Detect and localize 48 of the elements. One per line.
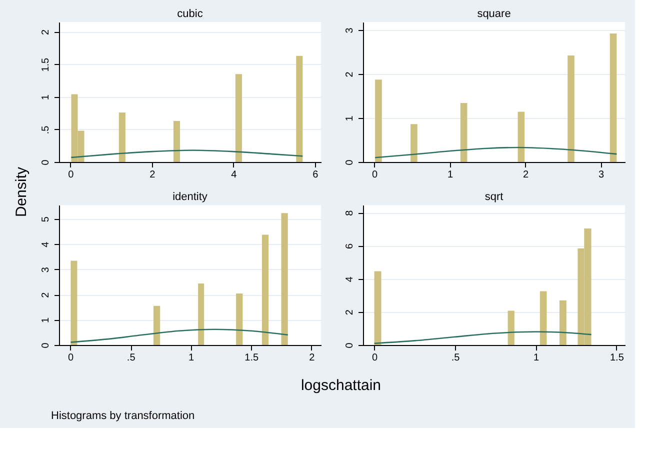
y-tick-label: 2 [40,29,52,36]
chart-title: cubic [177,8,204,20]
x-tick-label: 0 [372,170,378,180]
x-tick-label: 1 [448,170,454,180]
x-tick-label: 0 [372,352,378,364]
y-tick-label: 6 [344,242,356,249]
chart-title: identity [172,191,208,203]
x-tick-label: 2 [150,170,156,180]
y-tick-label: 1 [40,94,52,100]
line-series [374,146,618,158]
x-tick-label: .5 [126,352,136,364]
chart-title: sqrt [484,191,504,203]
y-axis-title: Density [13,166,30,218]
y-tick-label: 8 [344,210,356,216]
y-tick-label: 1.5 [40,57,52,72]
y-tick-label: 0 [40,159,52,166]
line-series [70,328,289,343]
y-tick-label: 1 [344,115,356,122]
y-tick-label: 2 [344,71,356,78]
y-tick-label: 5 [40,216,52,222]
x-tick-label: 4 [231,170,238,180]
x-tick-label: 0 [68,170,74,180]
y-tick-label: 2 [40,292,52,298]
y-tick-label: 0 [344,159,356,166]
y-tick-label: 3 [344,27,356,34]
x-tick-label: 6 [312,170,319,180]
y-tick-label: .5 [40,125,52,134]
x-tick-label: 1.5 [610,352,624,364]
y-tick-label: 4 [40,241,52,248]
x-tick-label: 1.5 [244,352,259,364]
line-series [374,331,592,344]
y-tick-label: 4 [344,276,356,282]
line-series [70,150,304,158]
x-tick-label: 1 [533,352,540,364]
x-tick-label: 1 [188,352,195,364]
y-tick-label: 0 [344,342,356,348]
chart-title: square [477,8,511,20]
y-tick-label: 1 [40,317,52,324]
x-tick-label: .5 [451,352,460,364]
x-tick-label: 3 [598,170,605,180]
text: Histograms by transformation [51,410,195,422]
x-axis-title: logschattain [300,377,382,394]
x-tick-label: 2 [523,170,530,180]
y-tick-label: 2 [344,309,356,316]
y-tick-label: 0 [40,342,52,348]
y-tick-label: 3 [40,266,52,273]
x-tick-label: 2 [309,352,316,364]
x-tick-label: 0 [68,352,74,364]
